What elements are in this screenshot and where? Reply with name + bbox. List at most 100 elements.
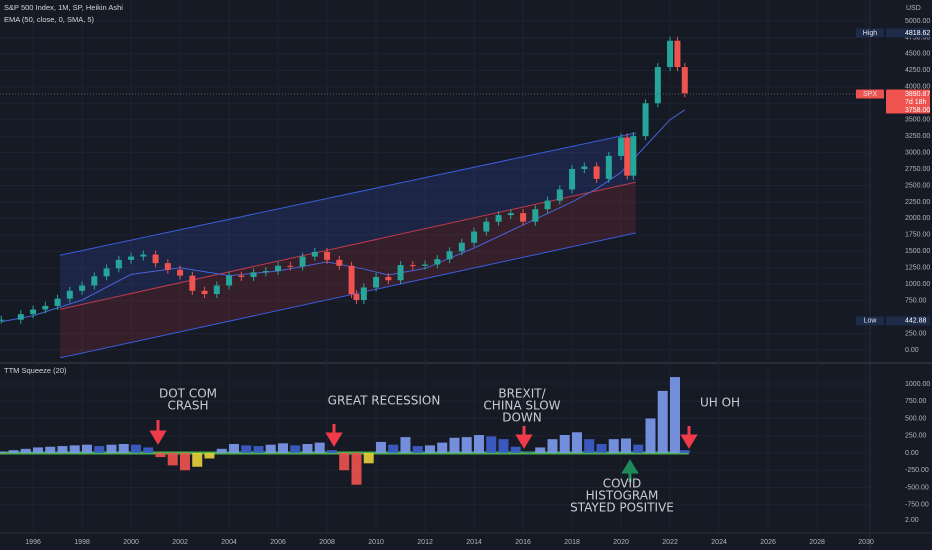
candle [226,275,233,286]
candle [483,221,490,232]
histogram-bar [608,439,619,453]
histogram-bar [571,432,582,453]
candle [164,263,171,270]
candle [471,231,478,243]
histogram-bar [400,437,411,453]
histogram-bar [216,448,227,453]
histogram-bar [118,443,129,453]
x-tick-label: 2002 [172,539,188,546]
indicator-title: EMA (50, close, 0, SMA, 5) [4,15,95,24]
candle [642,103,649,137]
histogram-bar [375,441,386,453]
histogram-bar [314,442,325,453]
chart-title: S&P 500 Index, 1M, SP, Heikin Ashi [4,3,123,12]
candle [544,200,551,210]
histogram-bar [45,446,56,453]
histogram-bar [584,439,595,453]
price-label-line: 3758.00 [905,107,930,114]
candle [385,276,392,281]
channel-line [59,232,636,359]
candle [250,272,257,277]
histogram-bar [94,446,105,453]
x-tick-label: 2010 [368,539,384,546]
candle [287,265,294,267]
candle [115,259,122,269]
y-tick-label: 250.00 [905,433,927,440]
histogram-bar [522,452,533,453]
histogram-bar [192,452,203,467]
histogram-bar [510,446,521,453]
histogram-bar [486,436,497,453]
annotation: CHINA SLOW [483,399,560,413]
histogram-bar [596,443,607,453]
y-tick-label: -750.00 [905,502,929,509]
price-label-box [886,89,930,114]
y-tick-label: 1750.00 [905,232,930,239]
candle [458,242,465,252]
price-tag: High [863,30,878,37]
y-tick-label: 750.00 [905,297,927,304]
currency: USD [906,5,921,12]
y-tick-label: 4750.00 [905,34,930,41]
histogram-bar [81,444,92,453]
candle [213,285,220,295]
histogram-bar [228,443,239,453]
histogram-bar [8,450,19,453]
arrow [515,426,533,449]
candle [348,265,355,295]
y-tick-label: -500.00 [905,484,929,491]
annotation: HISTOGRAM [586,489,659,503]
histogram-bar [290,445,301,453]
candle [605,155,612,179]
candle [353,294,360,300]
histogram-bar [363,452,374,464]
candle [238,275,245,277]
y-tick-label: 3500.00 [905,117,930,124]
histogram-bar [130,444,141,453]
candle [66,290,73,299]
histogram-bar [326,450,337,453]
annotation: DOT COM [159,387,217,401]
arrow [621,459,639,482]
histogram-bar [657,390,668,453]
y-tick-label: 500.00 [905,415,927,422]
histogram-bar [167,452,178,466]
y-tick-label: 3000.00 [905,149,930,156]
price-label: 3890.87 [905,91,930,98]
squeeze-title: TTM Squeeze (20) [4,366,67,375]
price-tag: Low [864,318,878,325]
channel-lower [60,182,636,358]
arrow [149,420,167,445]
price-label: 4818.62 [905,30,930,37]
candle [373,276,380,288]
annotation: UH OH [700,396,740,410]
candle [324,251,331,260]
candle [299,256,306,267]
histogram-bar [241,445,252,453]
price-label-box [886,316,930,326]
histogram-bar [179,452,190,471]
y-tick-label: 2.00 [905,517,919,524]
candle [275,265,282,272]
histogram-bar [620,438,631,453]
histogram-bar [679,450,690,453]
histogram-bar [0,451,7,453]
candle [336,259,343,266]
candle [422,264,429,266]
y-tick-label: 2000.00 [905,215,930,222]
y-tick-label: 4500.00 [905,51,930,58]
histogram-bar [277,443,288,453]
candle [674,40,681,68]
candle [507,213,514,216]
annotation: DOWN [502,411,542,425]
y-tick-label: 3250.00 [905,133,930,140]
x-tick-label: 2014 [466,539,482,546]
histogram-bar [20,448,31,453]
y-tick-label: 1250.00 [905,265,930,272]
candle [434,259,441,265]
annotation: STAYED POSITIVE [570,501,674,515]
histogram-bar [535,447,546,453]
arrow [325,424,343,447]
